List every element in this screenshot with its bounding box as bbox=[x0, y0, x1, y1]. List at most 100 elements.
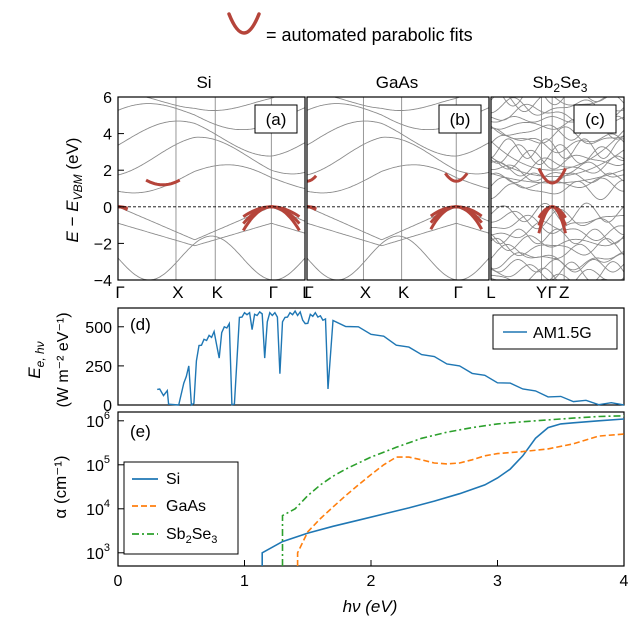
kpoint-label: K bbox=[398, 283, 410, 302]
series-gaas bbox=[296, 433, 625, 566]
series-am15g bbox=[157, 309, 625, 407]
band-ylabel: E − EVBM (eV) bbox=[63, 138, 85, 243]
band-line bbox=[491, 261, 624, 280]
band-line bbox=[491, 273, 624, 280]
panel-label: (e) bbox=[130, 422, 151, 441]
band-line bbox=[491, 228, 624, 245]
parabolic-fit bbox=[444, 172, 469, 183]
spectrum-panel: 0 250 500 (d) AM1.5G bbox=[85, 307, 625, 415]
kpoint-label: K bbox=[212, 283, 224, 302]
band-line bbox=[491, 97, 624, 113]
ytick-label: 2 bbox=[103, 163, 112, 180]
kpoint-label: Γ bbox=[547, 283, 556, 302]
band-line bbox=[491, 149, 624, 178]
title-gaas: GaAs bbox=[376, 73, 419, 92]
band-line bbox=[307, 415, 489, 435]
band-line bbox=[491, 259, 624, 273]
parabolic-fit bbox=[307, 205, 317, 212]
kpoint-label: Z bbox=[559, 283, 569, 302]
legend-label-sb2se3: Sb2Se3 bbox=[166, 526, 217, 546]
ytick-label: 4 bbox=[103, 127, 112, 144]
kpoint-label: X bbox=[172, 283, 183, 302]
xtick-label: 2 bbox=[367, 573, 376, 590]
ytick-label: −4 bbox=[94, 273, 112, 290]
ytick-label: 250 bbox=[85, 359, 112, 376]
series-si bbox=[261, 418, 625, 566]
band-line bbox=[307, 120, 489, 157]
band-line bbox=[307, 206, 489, 241]
kpoint-label: X bbox=[360, 283, 371, 302]
parabolic-fit bbox=[242, 205, 301, 232]
panel-label-box bbox=[254, 104, 298, 134]
panel-frame bbox=[306, 96, 490, 281]
parabolic-fit bbox=[537, 167, 567, 185]
band-line bbox=[307, 222, 489, 247]
ytick-label: −2 bbox=[94, 236, 112, 253]
band-line bbox=[491, 126, 624, 145]
panel-label: (b) bbox=[450, 110, 471, 129]
band-line bbox=[307, 136, 489, 176]
legend-label-si: Si bbox=[166, 471, 180, 488]
panel-label-box bbox=[438, 104, 482, 134]
ytick-label: 0 bbox=[103, 200, 112, 217]
ytick-label: 106 bbox=[86, 410, 110, 431]
legend-box bbox=[123, 461, 239, 555]
band-line bbox=[118, 222, 305, 247]
band-line bbox=[502, 97, 608, 107]
kpoint-label: Γ bbox=[454, 283, 463, 302]
ytick-label: 104 bbox=[86, 498, 110, 519]
absorption-ylabel: α (cm⁻¹) bbox=[51, 455, 70, 518]
band-line bbox=[491, 237, 624, 257]
parabolic-fit bbox=[307, 174, 318, 183]
legend-label-am15g: AM1.5G bbox=[533, 325, 592, 342]
spectrum-ylabel-units: (W m⁻² eV⁻¹) bbox=[55, 312, 72, 407]
top-legend: = automated parabolic fits bbox=[227, 12, 473, 45]
xtick-label: 3 bbox=[493, 573, 502, 590]
kpoint-label: L bbox=[302, 283, 311, 302]
panel-label: (c) bbox=[585, 110, 605, 129]
xtick-label: 0 bbox=[114, 573, 123, 590]
band-line bbox=[307, 164, 489, 194]
band-panel-sb2se3: (c) Y Γ Z bbox=[490, 96, 625, 302]
kpoint-label: L bbox=[486, 283, 495, 302]
kpoint-label: Γ bbox=[115, 283, 124, 302]
bands bbox=[118, 97, 305, 280]
band-line bbox=[491, 161, 624, 182]
xtick-label: 4 bbox=[620, 573, 629, 590]
ytick-label: 500 bbox=[85, 320, 112, 337]
absorption-panel: 0 1 2 3 4 103 104 105 106 (e) Si GaAs Sb2Se3 bbox=[86, 410, 628, 590]
kpoint-label: Γ bbox=[269, 283, 278, 302]
bands bbox=[307, 97, 489, 435]
panel-label: (d) bbox=[130, 315, 151, 334]
band-line bbox=[491, 138, 624, 159]
kpoint-label: Y bbox=[536, 283, 547, 302]
absorption-xlabel: hν (eV) bbox=[343, 597, 398, 616]
band-line bbox=[307, 235, 489, 280]
xtick-label: 1 bbox=[240, 573, 249, 590]
kpoint-label: Γ bbox=[304, 283, 313, 302]
band-line bbox=[491, 149, 624, 170]
panel-label-box bbox=[573, 104, 617, 134]
parabola-legend-icon bbox=[227, 12, 261, 35]
band-line bbox=[491, 233, 624, 251]
legend-label-gaas: GaAs bbox=[166, 498, 206, 515]
title-sb2se3: Sb2Se3 bbox=[533, 73, 588, 95]
band-line bbox=[491, 179, 624, 201]
top-legend-text: = automated parabolic fits bbox=[266, 25, 473, 45]
band-line bbox=[118, 164, 305, 194]
ytick-label: 6 bbox=[103, 90, 112, 107]
parabolic-fit bbox=[429, 205, 483, 230]
band-line bbox=[491, 221, 624, 241]
panel-frame bbox=[117, 96, 306, 281]
parabolic-fit bbox=[145, 178, 181, 187]
band-line bbox=[491, 129, 624, 171]
band-line bbox=[118, 120, 305, 157]
band-line bbox=[491, 155, 624, 177]
title-si: Si bbox=[196, 73, 211, 92]
band-line bbox=[491, 144, 624, 165]
bands bbox=[491, 97, 624, 280]
band-line bbox=[491, 243, 624, 263]
ytick-label: 0 bbox=[103, 398, 112, 415]
